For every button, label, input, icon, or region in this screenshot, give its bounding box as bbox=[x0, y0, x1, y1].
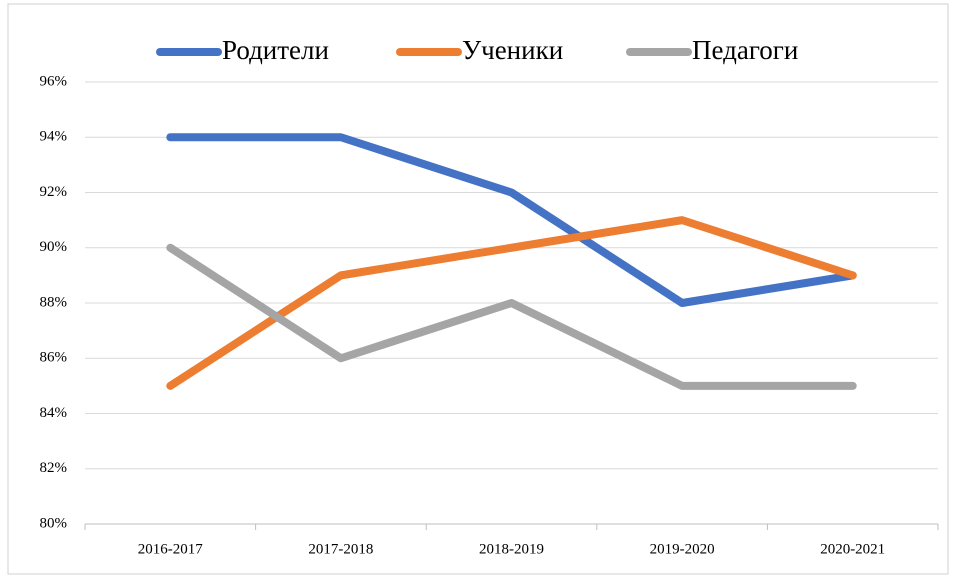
x-tick-label: 2016-2017 bbox=[138, 541, 203, 557]
legend-label: Ученики bbox=[462, 35, 563, 65]
series-line bbox=[166, 216, 857, 390]
y-tick-label: 82% bbox=[40, 460, 68, 476]
chart-frame bbox=[7, 3, 949, 575]
x-tick-label: 2019-2020 bbox=[650, 541, 715, 557]
y-tick-label: 94% bbox=[40, 129, 68, 145]
y-tick-label: 90% bbox=[40, 239, 68, 255]
x-tick-label: 2017-2018 bbox=[308, 541, 373, 557]
y-tick-label: 96% bbox=[40, 73, 68, 89]
y-tick-label: 84% bbox=[40, 405, 68, 421]
series-line bbox=[166, 243, 857, 390]
y-tick-label: 88% bbox=[40, 294, 68, 310]
series-line bbox=[166, 133, 857, 307]
legend-label: Педагоги bbox=[692, 35, 798, 65]
y-tick-label: 80% bbox=[40, 515, 68, 531]
y-tick-label: 92% bbox=[40, 184, 68, 200]
x-tick-label: 2020-2021 bbox=[820, 541, 885, 557]
x-tick-label: 2018-2019 bbox=[479, 541, 544, 557]
legend-label: Родители bbox=[222, 35, 329, 65]
y-tick-label: 86% bbox=[40, 350, 68, 366]
